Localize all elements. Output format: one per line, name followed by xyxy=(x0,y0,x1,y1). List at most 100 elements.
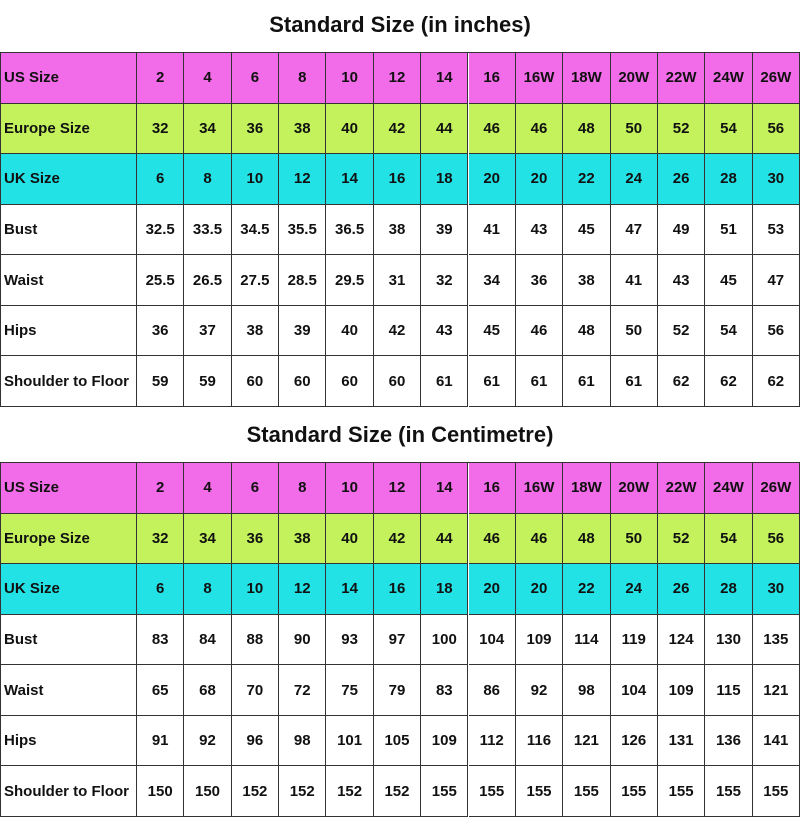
size-cell: 62 xyxy=(705,356,753,407)
size-cell: 22 xyxy=(563,154,611,205)
row-label: Shoulder to Floor xyxy=(0,766,137,817)
size-cell: 126 xyxy=(610,715,658,767)
size-cell: 35.5 xyxy=(279,204,327,256)
size-cell: 36 xyxy=(231,513,280,565)
size-cell: 38 xyxy=(231,305,280,357)
size-cell: 54 xyxy=(705,103,753,155)
size-cell: 26 xyxy=(657,154,706,205)
size-cell: 32 xyxy=(137,103,185,155)
size-cell: 83 xyxy=(421,665,469,716)
size-cell: 61 xyxy=(610,356,658,407)
size-cell: 97 xyxy=(373,614,422,666)
size-cell: 24 xyxy=(610,154,658,205)
size-cell: 49 xyxy=(657,204,706,256)
size-cell: 152 xyxy=(373,766,422,817)
size-cell: 46 xyxy=(468,103,516,155)
size-cell: 114 xyxy=(563,614,611,666)
size-cell: 51 xyxy=(705,204,753,256)
size-cell: 141 xyxy=(752,715,800,767)
size-cell: 40 xyxy=(326,103,374,155)
size-cell: 28.5 xyxy=(279,255,327,306)
size-cell: 104 xyxy=(468,614,516,666)
size-cell: 50 xyxy=(610,305,658,357)
size-cell: 14 xyxy=(421,463,469,514)
size-cell: 10 xyxy=(326,53,374,104)
size-cell: 60 xyxy=(231,356,280,407)
row-label: UK Size xyxy=(0,154,137,205)
row-label: Hips xyxy=(0,305,137,357)
size-cell: 152 xyxy=(326,766,374,817)
size-cell: 150 xyxy=(137,766,185,817)
size-cell: 8 xyxy=(279,53,327,104)
size-cell: 20 xyxy=(468,564,516,615)
size-cell: 121 xyxy=(563,715,611,767)
size-cell: 12 xyxy=(373,53,422,104)
size-cell: 22W xyxy=(657,463,706,514)
size-cell: 84 xyxy=(184,614,232,666)
size-cell: 47 xyxy=(752,255,800,306)
size-cell: 16 xyxy=(468,463,516,514)
row-label: US Size xyxy=(0,463,137,514)
size-cell: 124 xyxy=(657,614,706,666)
size-cell: 28 xyxy=(705,154,753,205)
size-cell: 14 xyxy=(421,53,469,104)
size-cell: 10 xyxy=(231,154,280,205)
size-cell: 34 xyxy=(184,513,232,565)
size-cell: 56 xyxy=(752,513,800,565)
size-cell: 10 xyxy=(326,463,374,514)
size-cell: 20 xyxy=(515,564,564,615)
size-cell: 48 xyxy=(563,103,611,155)
size-cell: 47 xyxy=(610,204,658,256)
size-cell: 32 xyxy=(137,513,185,565)
size-cell: 52 xyxy=(657,103,706,155)
size-cell: 34.5 xyxy=(231,204,280,256)
size-cell: 98 xyxy=(563,665,611,716)
size-cell: 41 xyxy=(468,204,516,256)
size-cell: 38 xyxy=(279,103,327,155)
size-cell: 46 xyxy=(515,513,564,565)
size-cell: 112 xyxy=(468,715,516,767)
size-cell: 62 xyxy=(752,356,800,407)
size-cell: 86 xyxy=(468,665,516,716)
size-cell: 20 xyxy=(468,154,516,205)
row-label: Europe Size xyxy=(0,513,137,565)
size-cell: 62 xyxy=(657,356,706,407)
size-cell: 34 xyxy=(184,103,232,155)
size-cell: 42 xyxy=(373,103,422,155)
size-cell: 61 xyxy=(421,356,469,407)
size-cell: 8 xyxy=(184,154,232,205)
size-cell: 101 xyxy=(326,715,374,767)
size-cell: 68 xyxy=(184,665,232,716)
size-cell: 8 xyxy=(184,564,232,615)
size-cell: 65 xyxy=(137,665,185,716)
row-label: Waist xyxy=(0,665,137,716)
row-label: US Size xyxy=(0,53,137,104)
size-cell: 33.5 xyxy=(184,204,232,256)
size-cell: 26.5 xyxy=(184,255,232,306)
size-cell: 12 xyxy=(279,154,327,205)
size-cell: 12 xyxy=(373,463,422,514)
row-label: Bust xyxy=(0,204,137,256)
size-cell: 70 xyxy=(231,665,280,716)
size-cell: 155 xyxy=(563,766,611,817)
row-label: Shoulder to Floor xyxy=(0,356,137,407)
size-cell: 6 xyxy=(137,154,185,205)
size-cell: 16 xyxy=(373,564,422,615)
table-top-border xyxy=(0,462,800,463)
size-cell: 155 xyxy=(610,766,658,817)
size-cell: 38 xyxy=(279,513,327,565)
size-cell: 50 xyxy=(610,513,658,565)
size-cell: 152 xyxy=(279,766,327,817)
row-label: Hips xyxy=(0,715,137,767)
size-cell: 155 xyxy=(468,766,516,817)
size-cell: 39 xyxy=(279,305,327,357)
size-cell: 20W xyxy=(610,53,658,104)
size-cell: 135 xyxy=(752,614,800,666)
size-cell: 26 xyxy=(657,564,706,615)
size-cell: 22W xyxy=(657,53,706,104)
size-cell: 150 xyxy=(184,766,232,817)
size-cell: 24W xyxy=(705,53,753,104)
size-cell: 32 xyxy=(421,255,469,306)
size-cell: 2 xyxy=(137,53,185,104)
size-cell: 109 xyxy=(515,614,564,666)
